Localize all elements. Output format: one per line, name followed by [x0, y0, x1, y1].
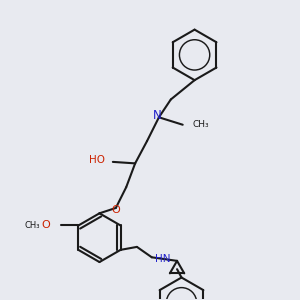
Text: HO: HO	[89, 155, 105, 165]
Text: CH₃: CH₃	[24, 221, 40, 230]
Text: O: O	[111, 205, 120, 215]
Text: CH₃: CH₃	[192, 120, 209, 129]
Text: N: N	[153, 109, 162, 122]
Text: HN: HN	[155, 254, 170, 264]
Text: O: O	[41, 220, 50, 230]
